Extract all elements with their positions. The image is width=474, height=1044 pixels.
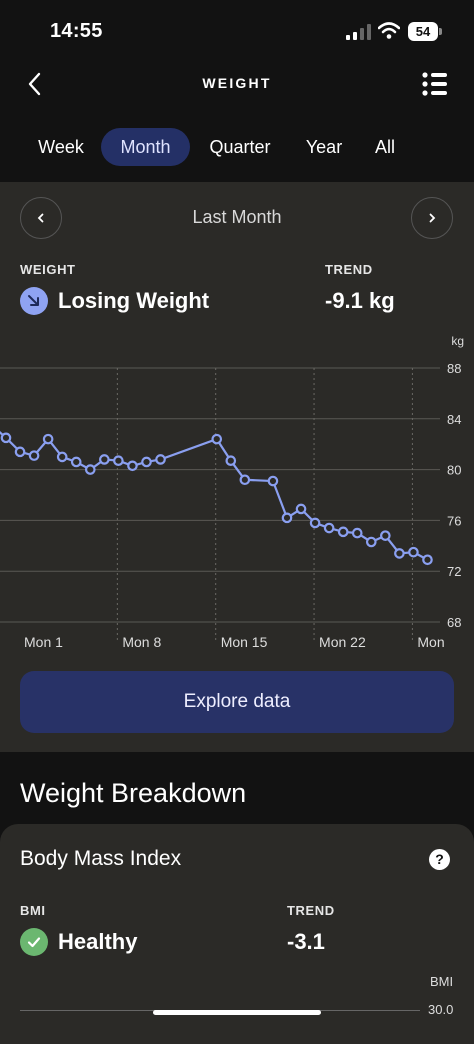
chevron-right-small-icon [429, 213, 436, 223]
card-title: Body Mass Index [20, 847, 182, 870]
data-point [0, 432, 12, 444]
data-point [85, 464, 96, 475]
check-icon [20, 928, 48, 956]
arrow-down-right-icon [20, 287, 48, 315]
tab-quarter[interactable]: Quarter [209, 137, 271, 157]
weight-chart[interactable]: kg 88 84 80 76 72 68 Mon 1 Mon 8 Mon 15 Mon 22 Mon [0, 330, 474, 660]
question-icon[interactable]: ? [429, 849, 450, 870]
data-point [99, 454, 110, 465]
data-point [309, 517, 321, 529]
data-point [267, 475, 279, 487]
tab-month[interactable]: Month [101, 128, 190, 166]
chevron-left-small-icon [37, 213, 44, 223]
data-point [70, 456, 82, 468]
data-point [337, 526, 349, 538]
section-title: Weight Breakdown [20, 778, 247, 808]
data-point [239, 474, 251, 486]
y-tick-label: 80 [447, 463, 461, 478]
bmi-card [0, 824, 474, 1044]
home-indicator[interactable] [153, 1010, 321, 1015]
bmi-trend-label: TREND [287, 903, 335, 918]
page-title: WEIGHT [202, 75, 272, 91]
data-point [323, 522, 335, 534]
data-point [295, 503, 307, 515]
tab-year[interactable]: Year [305, 137, 343, 157]
data-point [422, 554, 433, 566]
y-tick-label: 88 [447, 361, 461, 376]
x-tick-label: Mon [417, 634, 444, 650]
x-tick-label: Mon 1 [24, 634, 63, 650]
y-tick-label: 68 [447, 615, 461, 630]
cellular-signal-icon [346, 24, 371, 40]
tab-all[interactable]: All [374, 137, 395, 157]
list-icon[interactable] [420, 70, 450, 98]
trend-value: -9.1 kg [325, 288, 395, 313]
data-point [281, 512, 293, 524]
data-point [56, 451, 68, 463]
bmi-status: Healthy [58, 929, 138, 954]
weight-status: Losing Weight [58, 288, 210, 313]
chart-panel [0, 182, 474, 752]
bmi-label: BMI [20, 903, 46, 918]
trend-label: TREND [325, 262, 373, 277]
data-point [42, 433, 54, 445]
y-axis-unit: kg [451, 334, 464, 348]
battery-tip [439, 28, 442, 35]
bmi-axis-top: 30.0 [428, 1002, 454, 1017]
x-tick-label: Mon 8 [122, 634, 161, 650]
data-point [394, 548, 405, 559]
next-period-button[interactable] [411, 197, 453, 239]
chevron-left-icon[interactable] [22, 70, 50, 98]
data-point [127, 460, 138, 472]
bmi-trend-value: -3.1 [287, 929, 325, 954]
weight-series-line [0, 431, 429, 561]
previous-period-button[interactable] [20, 197, 62, 239]
data-point [211, 433, 223, 445]
data-point [14, 446, 26, 458]
wifi-icon [378, 22, 400, 39]
data-point [408, 546, 419, 558]
x-tick-label: Mon 22 [319, 634, 366, 650]
period-label: Last Month [192, 207, 282, 227]
data-point [380, 530, 391, 541]
data-point [155, 454, 166, 465]
data-point [141, 456, 152, 468]
status-time: 14:55 [50, 20, 103, 42]
bmi-axis-unit: BMI [430, 974, 454, 989]
data-point [365, 536, 377, 548]
explore-data-button[interactable]: Explore data [20, 671, 454, 733]
y-tick-label: 84 [447, 412, 461, 427]
y-tick-label: 72 [447, 564, 461, 579]
tab-week[interactable]: Week [38, 137, 84, 157]
data-point [351, 527, 363, 539]
data-point [225, 455, 237, 467]
data-point [113, 455, 124, 467]
data-point [28, 450, 40, 461]
weight-label: WEIGHT [20, 262, 76, 277]
battery-icon: 54 [408, 22, 438, 41]
y-tick-label: 76 [447, 513, 461, 528]
x-tick-label: Mon 15 [221, 634, 268, 650]
